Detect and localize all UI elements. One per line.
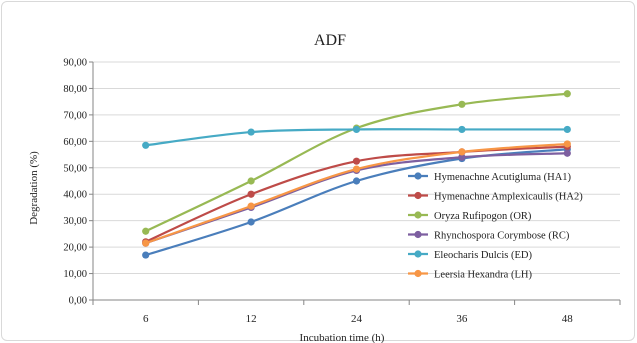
data-point [142,227,150,235]
series-5 [142,125,571,149]
legend-label: Rhynchospora Corymbose (RC) [434,231,570,242]
legend-item: Hymenachne Amplexicaulis (HA2) [408,192,583,203]
y-tick-label: 60,00 [63,137,87,148]
chart-title: ADF [314,32,346,49]
y-tick-label: 80,00 [63,84,87,95]
x-tick-label: 36 [456,313,468,325]
y-axis-title: Degradation (%) [28,151,40,225]
legend-swatch-marker [414,230,422,239]
x-tick-label: 12 [246,313,257,325]
legend-label: Leersia Hexandra (LH) [434,270,532,281]
x-tick-label: 6 [143,313,149,325]
data-point [458,148,466,156]
data-point [247,177,255,185]
legend-swatch-marker [414,211,422,219]
series-6 [142,140,571,247]
data-point [352,125,361,134]
data-point [563,140,571,148]
data-point [142,239,150,247]
data-point [142,141,150,149]
axes: 0,00 10,00 20,00 30,00 40,00 50,00 60,00 70,00 8… [63,58,621,325]
gridlines [93,61,620,275]
data-point [458,100,466,108]
y-tick-label: 50,00 [63,163,87,174]
legend-label: Oryza Rufipogon (OR) [434,211,532,222]
y-tick-label: 0,00 [69,296,87,307]
x-tick-label: 24 [351,313,363,325]
legend-item: Oryza Rufipogon (OR) [408,211,532,222]
legend: Hymenachne Acutigluma (HA1) Hymenachne Am… [408,172,583,281]
data-point [247,218,255,226]
data-point [458,153,466,161]
data-point [247,202,255,210]
legend-swatch-marker [414,269,422,278]
legend-swatch-marker [414,172,422,180]
data-point [563,90,571,98]
legend-item: Leersia Hexandra (LH) [408,270,532,281]
data-point [247,128,255,136]
data-point [352,177,361,185]
data-point [142,251,150,259]
x-tick-label: 48 [562,313,574,325]
legend-item: Hymenachne Acutigluma (HA1) [408,172,572,183]
legend-label: Hymenachne Amplexicaulis (HA2) [434,192,583,203]
y-tick-label: 10,00 [63,269,87,280]
y-tick-label: 70,00 [63,110,87,121]
y-tick-label: 90,00 [63,58,87,69]
series-lines [142,90,571,259]
legend-swatch-marker [414,250,422,258]
y-tick-label: 40,00 [63,190,87,201]
legend-label: Hymenachne Acutigluma (HA1) [434,172,572,183]
data-point [563,149,571,157]
y-tick-label: 30,00 [63,216,87,227]
data-point [352,165,361,173]
data-point [247,190,255,198]
legend-item: Rhynchospora Corymbose (RC) [408,231,570,242]
data-point [563,125,571,134]
legend-label: Eleocharis Dulcis (ED) [434,250,532,261]
legend-swatch-marker [414,191,422,200]
legend-item: Eleocharis Dulcis (ED) [408,250,532,261]
x-axis-title: Incubation time (h) [300,332,385,343]
y-tick-label: 20,00 [63,243,87,254]
data-point [458,125,466,134]
data-point [352,157,361,165]
